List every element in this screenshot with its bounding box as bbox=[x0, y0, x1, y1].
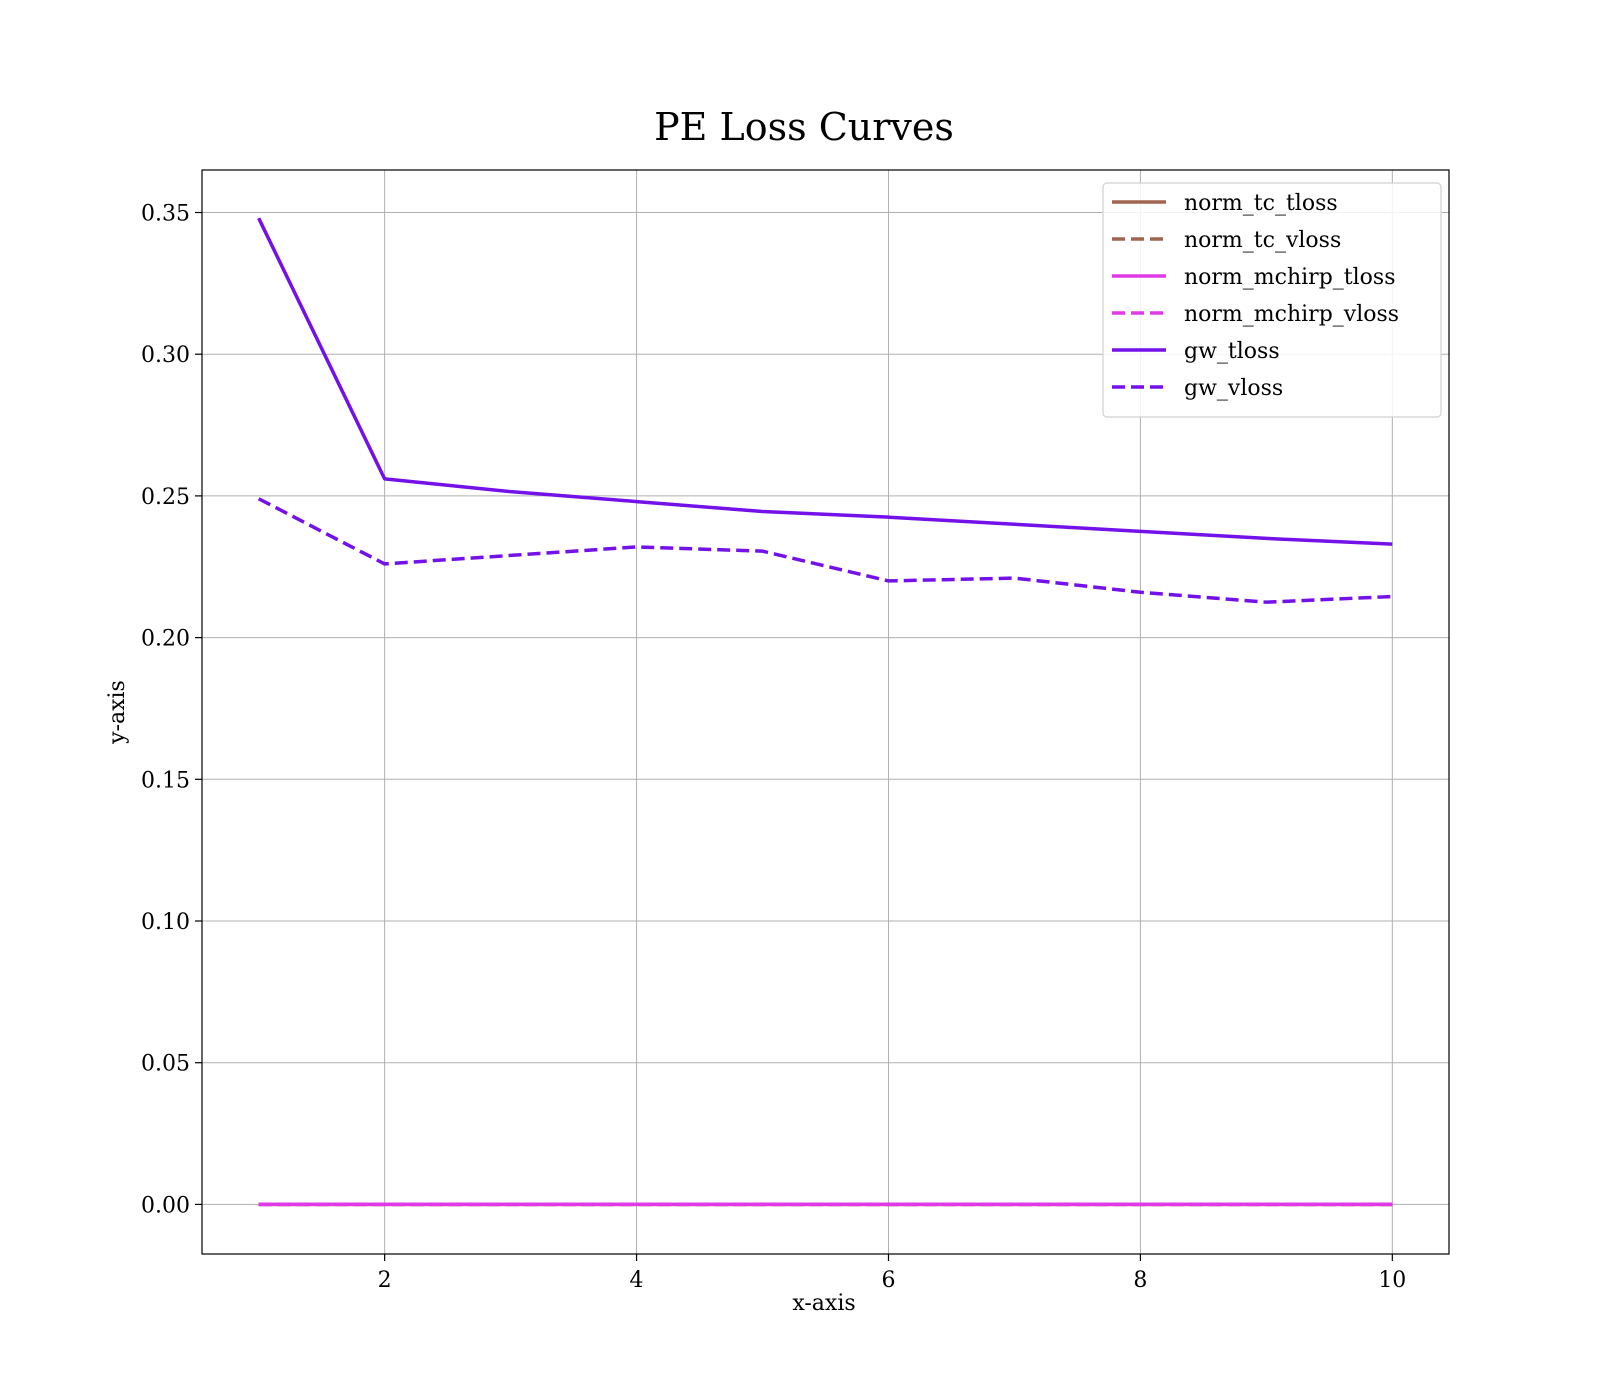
y-tick-label: 0.00 bbox=[141, 1193, 190, 1218]
x-tick-label: 2 bbox=[378, 1268, 392, 1293]
y-tick-label: 0.30 bbox=[141, 343, 190, 368]
series-line-gw-tloss bbox=[257, 217, 1393, 546]
y-tick-label: 0.35 bbox=[141, 202, 190, 227]
plot-frame bbox=[201, 169, 1450, 1255]
legend-label: norm_tc_vloss bbox=[1184, 228, 1341, 253]
y-tick-label: 0.05 bbox=[141, 1052, 190, 1077]
legend: norm_tc_tloss norm_tc_vloss norm_mchirp_tl… bbox=[1102, 182, 1442, 418]
tick-layer: 2 4 6 8 10 0.00 0.05 0.10 0.15 0.20 0.25 0.30 0.35 bbox=[141, 202, 1406, 1293]
chart-title: PE Loss Curves bbox=[654, 105, 954, 149]
legend-box bbox=[1102, 182, 1442, 418]
x-tick-label: 6 bbox=[881, 1268, 895, 1293]
y-axis-label: y-axis bbox=[105, 680, 130, 745]
y-tick-label: 0.15 bbox=[141, 768, 190, 793]
legend-label: gw_vloss bbox=[1184, 376, 1283, 401]
x-tick-label: 4 bbox=[630, 1268, 644, 1293]
legend-label: norm_mchirp_tloss bbox=[1184, 265, 1395, 290]
series-layer bbox=[257, 217, 1393, 1207]
x-tick-label: 8 bbox=[1133, 1268, 1147, 1293]
y-tick-label: 0.25 bbox=[141, 485, 190, 510]
legend-label: norm_tc_tloss bbox=[1184, 191, 1338, 216]
x-tick-label: 10 bbox=[1378, 1268, 1406, 1293]
x-axis-label: x-axis bbox=[792, 1291, 855, 1316]
y-tick-label: 0.20 bbox=[141, 627, 190, 652]
y-tick-label: 0.10 bbox=[141, 910, 190, 935]
legend-label: norm_mchirp_vloss bbox=[1184, 302, 1399, 327]
legend-label: gw_tloss bbox=[1184, 339, 1280, 364]
